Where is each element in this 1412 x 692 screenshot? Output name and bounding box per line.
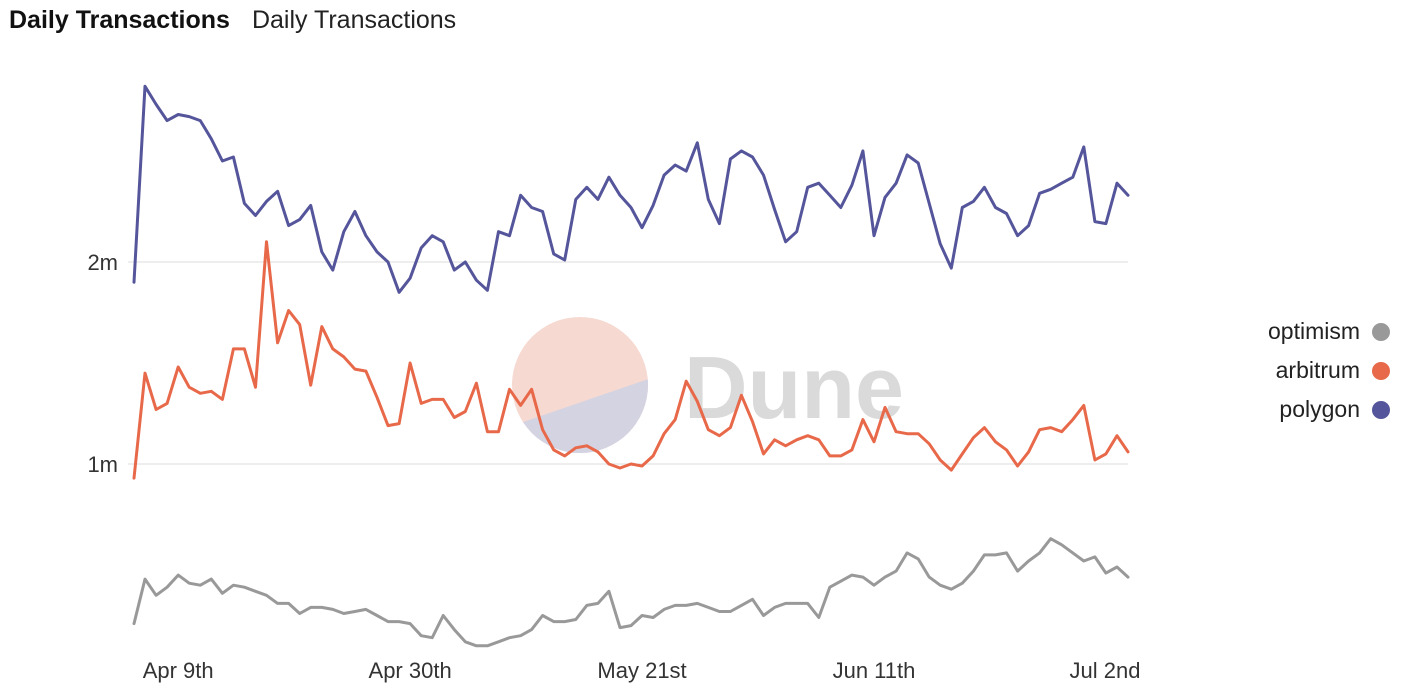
x-tick-label: Jun 11th [833, 658, 916, 683]
legend-label: arbitrum [1275, 357, 1360, 383]
legend-item-optimism[interactable]: optimism [1268, 312, 1390, 351]
x-tick-label: May 21st [597, 658, 686, 683]
series-line-arbitrum[interactable] [132, 240, 1130, 480]
legend: optimism arbitrum polygon [1268, 312, 1390, 429]
x-tick-label: Apr 9th [143, 658, 214, 683]
chart-subtitle: Daily Transactions [251, 6, 457, 34]
series-line-optimism[interactable] [132, 537, 1130, 648]
dune-watermark: Dune [512, 317, 904, 453]
y-axis-ticks: 1m 2m [87, 250, 118, 477]
y-tick-label: 1m [87, 452, 118, 477]
legend-item-polygon[interactable]: polygon [1268, 390, 1390, 429]
chart-header: Daily Transactions Daily Transactions [9, 6, 456, 42]
watermark-text: Dune [684, 338, 904, 437]
x-tick-label: Jul 2nd [1070, 658, 1141, 683]
legend-label: polygon [1279, 396, 1360, 422]
legend-dot-icon [1372, 361, 1390, 380]
legend-dot-icon [1372, 322, 1390, 341]
legend-dot-icon [1372, 400, 1390, 419]
series-layer [132, 84, 1130, 648]
series-line-polygon[interactable] [132, 84, 1130, 294]
chart-title: Daily Transactions [9, 6, 230, 34]
legend-item-arbitrum[interactable]: arbitrum [1268, 351, 1390, 390]
legend-label: optimism [1267, 318, 1360, 344]
x-tick-label: Apr 30th [369, 658, 452, 683]
y-tick-label: 2m [87, 250, 118, 275]
x-axis-ticks: Apr 9th Apr 30th May 21st Jun 11th Jul 2nd [143, 658, 1141, 683]
